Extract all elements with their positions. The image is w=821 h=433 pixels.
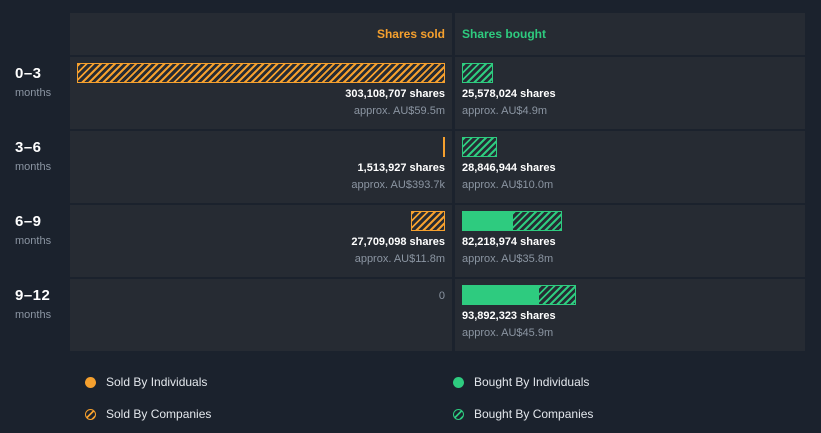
legend-bought-individuals[interactable]: Bought By Individuals (453, 371, 821, 393)
sold-cell: 303,108,707 shares approx. AU$59.5m (70, 57, 452, 129)
bought-individuals-swatch-icon (453, 376, 464, 388)
bought-header-cell: Shares bought (452, 13, 805, 55)
period-unit: months (15, 87, 52, 99)
sold-bar[interactable] (77, 63, 445, 83)
bought-companies-segment (462, 63, 493, 83)
shares-sold-header: Shares sold (376, 27, 445, 41)
period-unit: months (15, 235, 52, 247)
sold-cell: 27,709,098 shares approx. AU$11.8m (70, 205, 452, 277)
chart-header-row: Shares sold Shares bought (0, 13, 821, 55)
sold-shares-value: 27,709,098 shares (351, 236, 445, 248)
sold-shares-value: 303,108,707 shares (345, 88, 445, 100)
sold-approx-value: approx. AU$59.5m (353, 105, 445, 117)
bought-bar[interactable] (462, 137, 497, 157)
bought-shares-value: 28,846,944 shares (462, 162, 556, 174)
sold-cell: 0 (70, 279, 452, 351)
bought-approx-value: approx. AU$45.9m (462, 327, 554, 339)
chart-row-3-6-months: 3–6 months 1,513,927 shares approx. AU$3… (0, 131, 821, 203)
sold-companies-swatch-icon (85, 408, 96, 420)
bought-companies-segment (512, 211, 562, 231)
header-spacer (0, 13, 70, 55)
legend-label: Sold By Individuals (106, 375, 208, 389)
sold-shares-value: 0 (438, 290, 445, 302)
bought-bar[interactable] (462, 63, 493, 83)
bought-bar[interactable] (462, 285, 576, 305)
bought-individuals-segment (462, 285, 538, 305)
insider-transactions-chart: Shares sold Shares bought 0–3 months 303… (0, 13, 821, 351)
period-range: 0–3 (15, 65, 42, 82)
sold-companies-segment (411, 211, 445, 231)
legend-sold-column: Sold By Individuals Sold By Companies (85, 371, 453, 425)
sold-cell: 1,513,927 shares approx. AU$393.7k (70, 131, 452, 203)
legend-bought-companies[interactable]: Bought By Companies (453, 403, 821, 425)
period-range: 6–9 (15, 213, 42, 230)
chart-row-0-3-months: 0–3 months 303,108,707 shares approx. AU… (0, 57, 821, 129)
bought-approx-value: approx. AU$4.9m (462, 105, 547, 117)
bought-shares-value: 93,892,323 shares (462, 310, 556, 322)
bought-shares-value: 25,578,024 shares (462, 88, 556, 100)
bought-companies-segment (538, 285, 576, 305)
chart-row-6-9-months: 6–9 months 27,709,098 shares approx. AU$… (0, 205, 821, 277)
period-label: 9–12 months (0, 279, 70, 351)
bought-approx-value: approx. AU$10.0m (462, 179, 554, 191)
sold-companies-segment (443, 137, 445, 157)
bought-companies-swatch-icon (453, 408, 464, 420)
bought-approx-value: approx. AU$35.8m (462, 253, 554, 265)
sold-bar[interactable] (443, 137, 445, 157)
bought-cell: 82,218,974 shares approx. AU$35.8m (452, 205, 805, 277)
sold-companies-segment (77, 63, 445, 83)
bought-shares-value: 82,218,974 shares (462, 236, 556, 248)
bought-cell: 25,578,024 shares approx. AU$4.9m (452, 57, 805, 129)
sold-approx-value: approx. AU$393.7k (351, 179, 445, 191)
bought-cell: 28,846,944 shares approx. AU$10.0m (452, 131, 805, 203)
period-range: 9–12 (15, 287, 51, 304)
shares-bought-header: Shares bought (462, 27, 547, 41)
bought-cell: 93,892,323 shares approx. AU$45.9m (452, 279, 805, 351)
sold-approx-value: approx. AU$11.8m (354, 253, 445, 265)
legend-label: Bought By Individuals (474, 375, 590, 389)
sold-shares-value: 1,513,927 shares (357, 162, 445, 174)
bought-companies-segment (462, 137, 497, 157)
chart-row-9-12-months: 9–12 months 0 93,892,323 shares approx. … (0, 279, 821, 351)
legend-label: Sold By Companies (106, 407, 212, 421)
period-unit: months (15, 309, 52, 321)
sold-header-cell: Shares sold (70, 13, 452, 55)
legend-label: Bought By Companies (474, 407, 594, 421)
period-label: 3–6 months (0, 131, 70, 203)
period-range: 3–6 (15, 139, 42, 156)
period-label: 0–3 months (0, 57, 70, 129)
period-unit: months (15, 161, 52, 173)
chart-legend: Sold By Individuals Sold By Companies Bo… (0, 371, 821, 425)
legend-sold-companies[interactable]: Sold By Companies (85, 403, 453, 425)
sold-bar[interactable] (411, 211, 445, 231)
bought-individuals-segment (462, 211, 512, 231)
sold-individuals-swatch-icon (85, 376, 96, 388)
legend-bought-column: Bought By Individuals Bought By Companie… (453, 371, 821, 425)
bought-bar[interactable] (462, 211, 562, 231)
legend-sold-individuals[interactable]: Sold By Individuals (85, 371, 453, 393)
period-label: 6–9 months (0, 205, 70, 277)
